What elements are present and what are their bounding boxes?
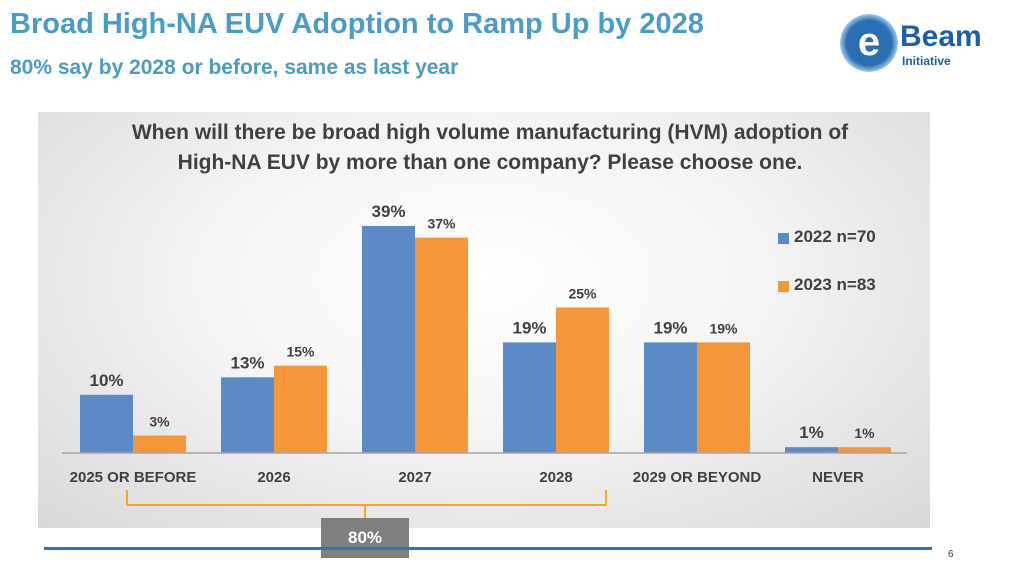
slide-subtitle: 80% say by 2028 or before, same as last … [10, 56, 459, 79]
data-label-2023-5: 1% [854, 425, 875, 441]
legend-label-2022: 2022 n=70 [794, 227, 876, 246]
bar-2022-1 [221, 377, 274, 453]
slide-title: Broad High-NA EUV Adoption to Ramp Up by… [10, 8, 704, 40]
bar-2023-1 [274, 365, 327, 453]
bar-2023-5 [838, 447, 891, 453]
category-label-5: NEVER [812, 469, 864, 486]
data-label-2022-4: 19% [653, 318, 687, 337]
data-label-2023-0: 3% [149, 414, 170, 430]
bar-2023-3 [556, 307, 609, 453]
data-label-2023-4: 19% [709, 320, 738, 336]
bar-2022-3 [503, 342, 556, 453]
bracket-annotation-label: 80% [321, 518, 409, 558]
bar-2022-5 [785, 447, 838, 453]
data-label-2022-2: 39% [371, 202, 405, 221]
data-label-2023-3: 25% [568, 285, 597, 301]
data-label-2022-5: 1% [799, 423, 824, 442]
page-number: 6 [948, 549, 954, 560]
bar-2023-4 [697, 342, 750, 453]
logo-sub: Initiative [902, 54, 951, 68]
logo-word: Beam [900, 20, 982, 53]
category-label-2: 2027 [398, 469, 431, 486]
logo-mark: e [857, 20, 881, 64]
logo-circle-icon [840, 14, 898, 72]
category-label-3: 2028 [539, 469, 572, 486]
data-label-2023-1: 15% [286, 344, 315, 360]
bar-2022-0 [80, 394, 133, 453]
footer-rule [44, 547, 932, 550]
data-label-2022-3: 19% [512, 318, 546, 337]
category-label-1: 2026 [257, 469, 290, 486]
chart-title: When will there be broad high volume man… [131, 121, 849, 174]
bar-2022-4 [644, 342, 697, 453]
legend-label-2023: 2023 n=83 [794, 275, 876, 294]
bar-2023-2 [415, 237, 468, 453]
data-label-2022-1: 13% [230, 353, 264, 372]
bar-2023-0 [133, 435, 186, 453]
data-label-2022-0: 10% [89, 371, 123, 390]
legend-swatch-2023 [778, 281, 789, 292]
data-label-2023-2: 37% [427, 216, 456, 232]
category-label-4: 2029 OR BEYOND [633, 469, 762, 486]
legend-swatch-2022 [778, 233, 789, 244]
category-label-0: 2025 OR BEFORE [70, 469, 197, 486]
ebeam-logo: e Beam Initiative [830, 6, 1010, 76]
chart-panel [38, 112, 930, 528]
bar-2022-2 [362, 225, 415, 453]
